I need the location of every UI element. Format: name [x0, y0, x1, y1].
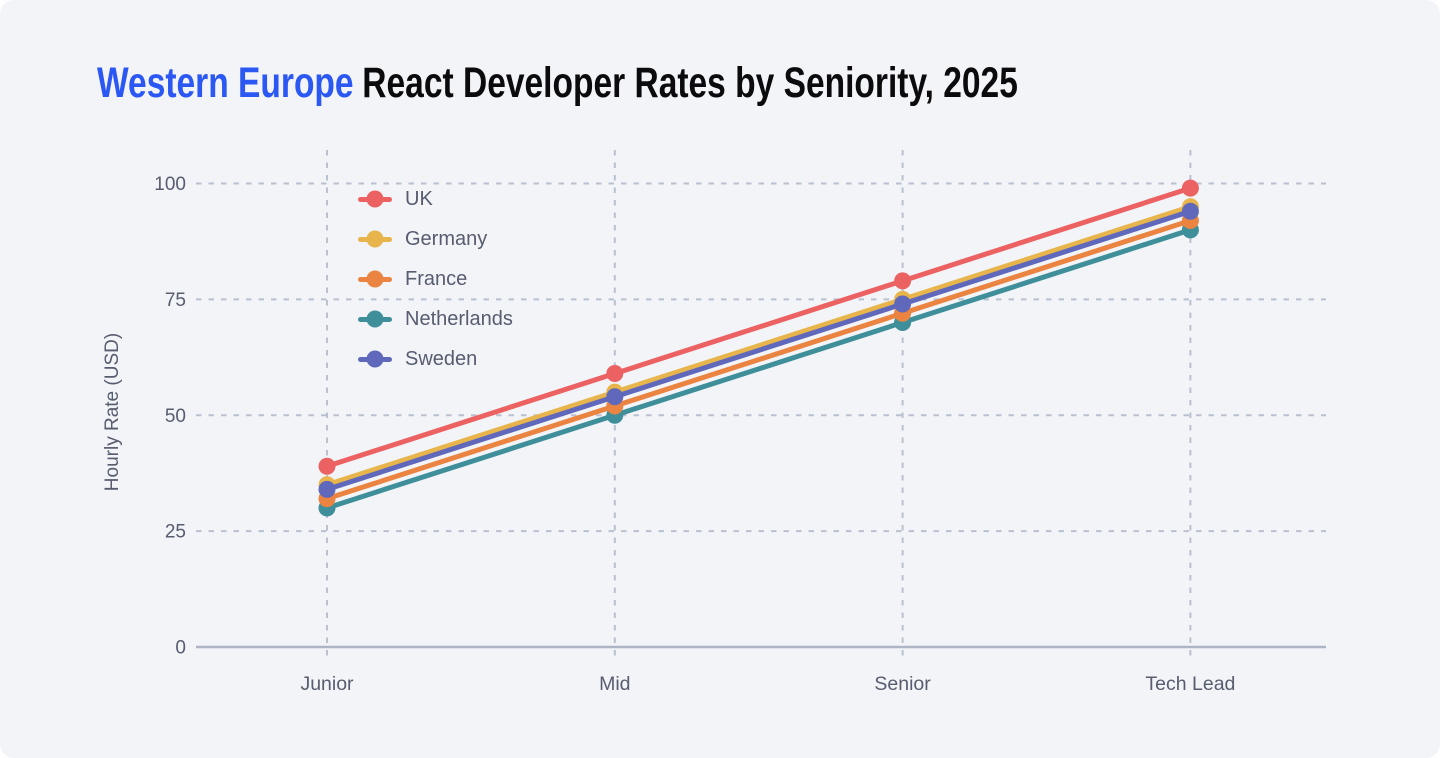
legend-item-uk[interactable]: UK [358, 179, 513, 219]
legend-marker-icon [358, 190, 392, 208]
data-point-sweden-senior[interactable] [894, 295, 912, 313]
legend-dot-icon [366, 190, 384, 208]
y-tick-label-25: 25 [165, 522, 186, 543]
series-line-netherlands [324, 227, 1193, 511]
data-point-uk-junior[interactable] [318, 457, 336, 475]
legend-item-netherlands[interactable]: Netherlands [358, 299, 513, 339]
legend-label-france: France [405, 267, 468, 290]
x-tick-label-tech-lead: Tech Lead [1145, 673, 1235, 695]
legend-dot-icon [366, 270, 384, 288]
legend-dot-icon [366, 310, 384, 328]
y-tick-label-0: 0 [175, 638, 186, 659]
y-tick-label-75: 75 [165, 290, 186, 311]
legend-item-france[interactable]: France [358, 259, 513, 299]
legend-marker-icon [358, 270, 392, 288]
legend-label-germany: Germany [405, 227, 488, 250]
series-line-uk [324, 185, 1193, 469]
legend-label-uk: UK [405, 187, 433, 210]
y-tick-label-50: 50 [165, 406, 186, 427]
legend-item-sweden[interactable]: Sweden [358, 339, 513, 379]
series-line-germany [324, 204, 1193, 488]
data-point-sweden-mid[interactable] [606, 388, 624, 406]
x-tick-label-mid: Mid [599, 673, 630, 695]
legend-marker-icon [358, 350, 392, 368]
chart-legend: UK Germany France Netherlands Sweden [358, 179, 513, 379]
data-point-uk-senior[interactable] [894, 272, 912, 290]
legend-label-sweden: Sweden [405, 347, 478, 370]
chart-title: Western Europe React Developer Rates by S… [97, 59, 1278, 108]
legend-marker-icon [358, 310, 392, 328]
x-tick-label-senior: Senior [874, 673, 931, 695]
series-line-sweden [324, 208, 1193, 492]
series-line-france [324, 218, 1193, 502]
data-point-sweden-junior[interactable] [318, 480, 336, 498]
x-tick-label-junior: Junior [300, 673, 354, 695]
legend-dot-icon [366, 230, 384, 248]
chart-title-highlight: Western Europe [97, 59, 354, 107]
data-point-uk-tech-lead[interactable] [1181, 179, 1199, 197]
legend-dot-icon [366, 350, 384, 368]
legend-item-germany[interactable]: Germany [358, 219, 513, 259]
y-tick-label-100: 100 [154, 174, 186, 195]
legend-label-netherlands: Netherlands [405, 307, 513, 330]
data-point-sweden-tech-lead[interactable] [1181, 202, 1199, 220]
data-point-uk-mid[interactable] [606, 365, 624, 383]
legend-marker-icon [358, 230, 392, 248]
y-axis-title: Hourly Rate (USD) [102, 332, 123, 492]
chart-title-rest: React Developer Rates by Seniority, 2025 [362, 59, 1018, 107]
